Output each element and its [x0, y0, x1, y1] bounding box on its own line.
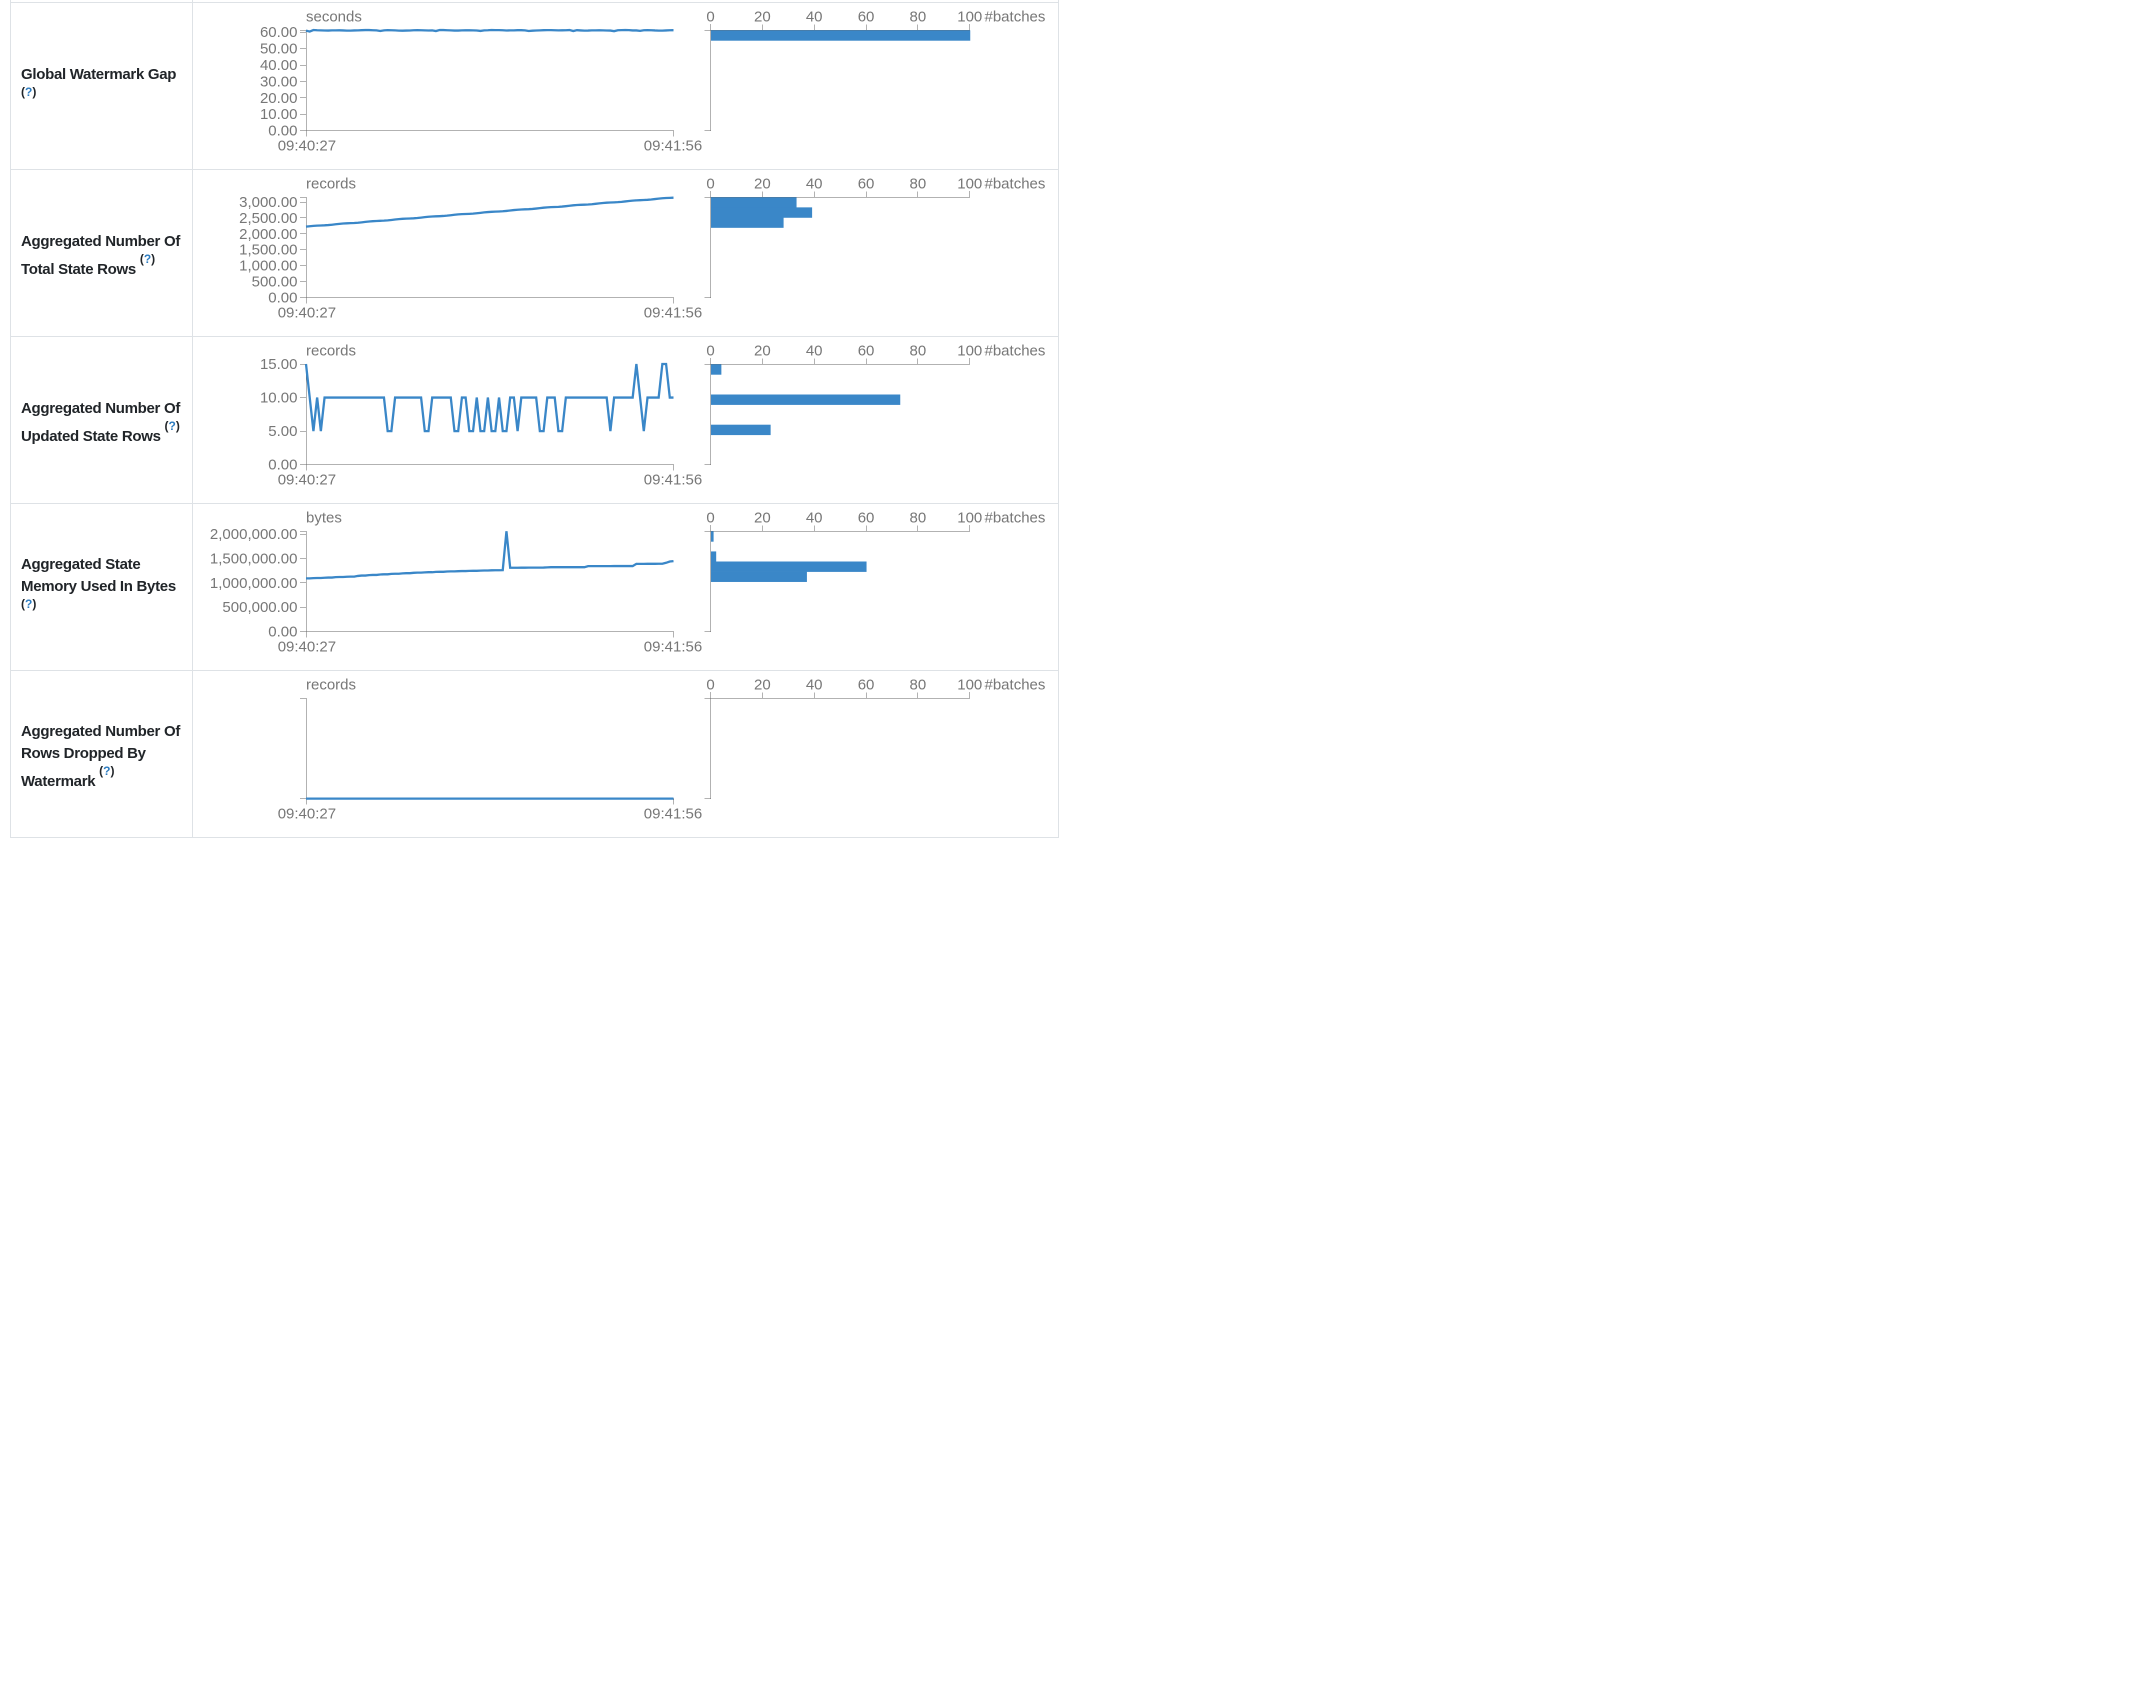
svg-text:100: 100 [957, 8, 982, 25]
svg-text:2,000.00: 2,000.00 [239, 225, 297, 242]
svg-text:1,000.00: 1,000.00 [239, 257, 297, 274]
svg-text:0: 0 [706, 8, 714, 25]
svg-text:80: 80 [909, 509, 926, 526]
svg-text:60: 60 [857, 342, 874, 359]
svg-text:09:41:56: 09:41:56 [643, 471, 701, 488]
svg-text:60: 60 [857, 8, 874, 25]
svg-text:#batches: #batches [984, 509, 1045, 526]
svg-text:0.00: 0.00 [268, 456, 297, 473]
svg-text:records: records [306, 676, 356, 693]
svg-text:50.00: 50.00 [259, 40, 297, 57]
svg-text:0: 0 [706, 676, 714, 693]
svg-text:40.00: 40.00 [259, 56, 297, 73]
svg-text:2,500.00: 2,500.00 [239, 209, 297, 226]
svg-text:09:40:27: 09:40:27 [277, 638, 335, 655]
svg-text:09:41:56: 09:41:56 [643, 304, 701, 321]
svg-text:0.00: 0.00 [268, 122, 297, 139]
svg-text:0.00: 0.00 [268, 623, 297, 640]
svg-text:80: 80 [909, 342, 926, 359]
svg-text:60: 60 [857, 509, 874, 526]
svg-text:#batches: #batches [984, 676, 1045, 693]
svg-text:5.00: 5.00 [268, 423, 297, 440]
svg-text:records: records [306, 342, 356, 359]
svg-text:60: 60 [857, 676, 874, 693]
svg-text:20: 20 [754, 342, 771, 359]
svg-text:1,500,000.00: 1,500,000.00 [209, 550, 297, 567]
svg-text:0: 0 [706, 509, 714, 526]
svg-text:09:40:27: 09:40:27 [277, 805, 335, 822]
svg-text:09:41:56: 09:41:56 [643, 137, 701, 154]
svg-text:15.00: 15.00 [259, 356, 297, 373]
svg-text:09:40:27: 09:40:27 [277, 471, 335, 488]
svg-text:100: 100 [957, 175, 982, 192]
svg-text:80: 80 [909, 676, 926, 693]
svg-text:0: 0 [706, 342, 714, 359]
svg-text:10.00: 10.00 [259, 389, 297, 406]
svg-text:40: 40 [805, 175, 822, 192]
svg-text:0.00: 0.00 [268, 289, 297, 306]
svg-text:bytes: bytes [306, 509, 342, 526]
svg-text:0: 0 [706, 175, 714, 192]
svg-text:60.00: 60.00 [259, 24, 297, 41]
svg-text:60: 60 [857, 175, 874, 192]
svg-text:100: 100 [957, 509, 982, 526]
svg-text:09:41:56: 09:41:56 [643, 805, 701, 822]
svg-text:100: 100 [957, 676, 982, 693]
svg-text:1,500.00: 1,500.00 [239, 241, 297, 258]
svg-text:500.00: 500.00 [251, 273, 297, 290]
svg-text:09:40:27: 09:40:27 [277, 304, 335, 321]
svg-text:40: 40 [805, 342, 822, 359]
svg-text:40: 40 [805, 676, 822, 693]
svg-text:500,000.00: 500,000.00 [222, 599, 297, 616]
svg-text:100: 100 [957, 342, 982, 359]
svg-text:80: 80 [909, 8, 926, 25]
svg-text:records: records [306, 175, 356, 192]
svg-text:#batches: #batches [984, 175, 1045, 192]
svg-text:09:40:27: 09:40:27 [277, 137, 335, 154]
svg-text:20.00: 20.00 [259, 89, 297, 106]
svg-text:10.00: 10.00 [259, 106, 297, 123]
svg-text:09:41:56: 09:41:56 [643, 638, 701, 655]
svg-text:40: 40 [805, 8, 822, 25]
svg-text:30.00: 30.00 [259, 73, 297, 90]
svg-text:2,000,000.00: 2,000,000.00 [209, 526, 297, 543]
svg-text:40: 40 [805, 509, 822, 526]
svg-text:20: 20 [754, 8, 771, 25]
svg-text:20: 20 [754, 509, 771, 526]
svg-text:#batches: #batches [984, 342, 1045, 359]
svg-text:seconds: seconds [306, 8, 362, 25]
svg-text:#batches: #batches [984, 8, 1045, 25]
svg-text:80: 80 [909, 175, 926, 192]
svg-text:3,000.00: 3,000.00 [239, 194, 297, 211]
svg-text:1,000,000.00: 1,000,000.00 [209, 575, 297, 592]
svg-text:20: 20 [754, 676, 771, 693]
svg-text:20: 20 [754, 175, 771, 192]
